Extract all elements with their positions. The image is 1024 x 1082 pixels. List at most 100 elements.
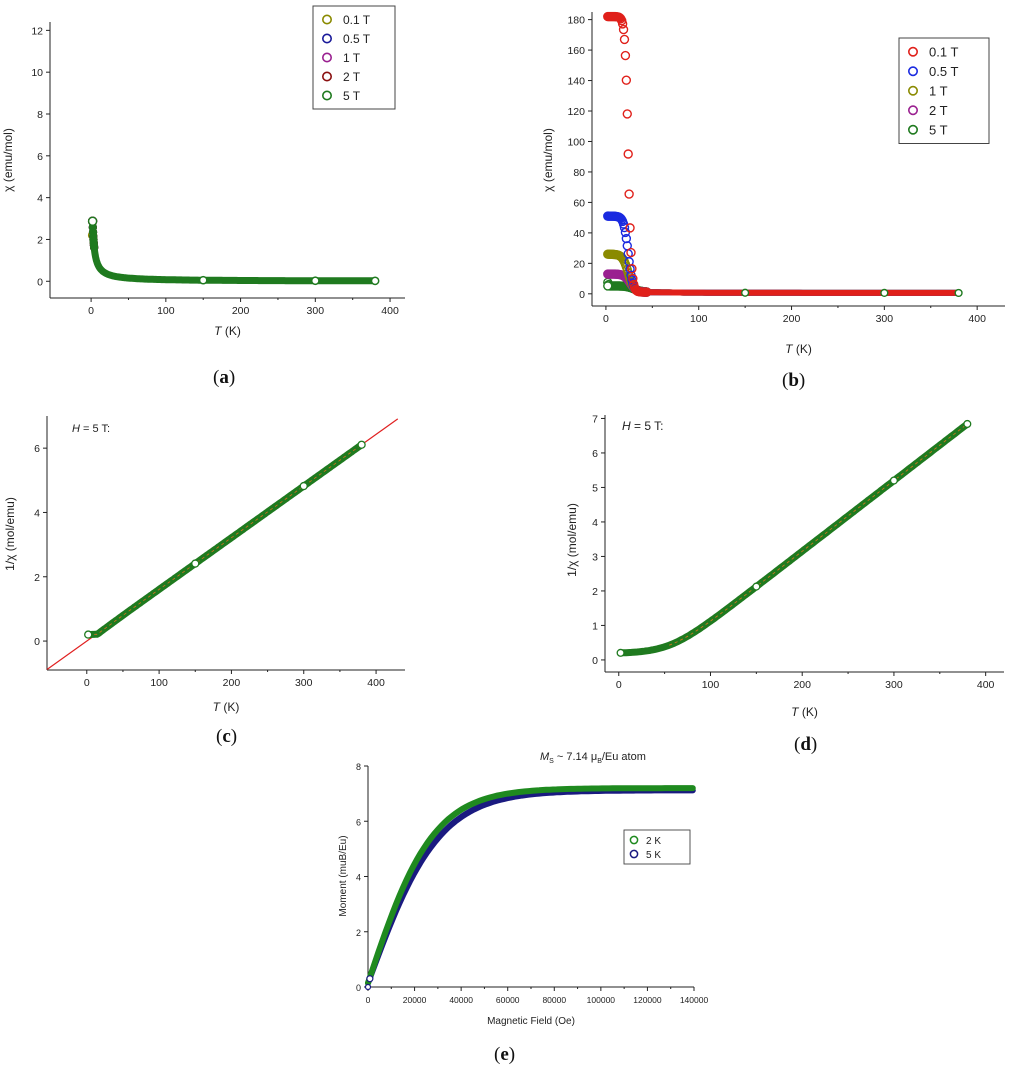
series-point [299, 481, 308, 491]
y-tick-label: 160 [567, 45, 585, 57]
legend-label: 2 K [646, 836, 661, 847]
y-tick-label: 4 [592, 517, 598, 529]
annotation-var: H [622, 419, 631, 433]
panel-b: 0 100 200 300 400 0 20 40 60 80 100 120 140 160 180 T (… [512, 0, 1024, 400]
series-point [623, 149, 633, 159]
caption-e: (e) [494, 1044, 516, 1065]
x-tick-label: 0 [84, 677, 90, 689]
y-tick-label: 4 [356, 873, 361, 883]
y-tick-label: 6 [592, 448, 598, 460]
series-point [622, 109, 632, 119]
series-point [357, 440, 366, 449]
x-axis-label-unit: (K) [220, 700, 239, 714]
x-axis-label-unit: (K) [222, 324, 241, 338]
y-tick-label: 2 [34, 572, 40, 584]
series-point [603, 281, 613, 291]
series-point [628, 273, 638, 284]
y-tick-label: 100 [567, 136, 585, 148]
y-tick-label: 20 [573, 258, 585, 270]
series-point [627, 264, 637, 274]
series-line [90, 219, 376, 283]
legend-label: 5 K [646, 850, 661, 861]
series-line [365, 785, 696, 986]
y-tick-label: 4 [37, 193, 43, 205]
y-tick-label: 8 [37, 109, 43, 121]
annotation-mid: ~ 7.14 μ [554, 751, 597, 763]
x-tick-label: 200 [223, 677, 241, 689]
x-tick-label: 140000 [680, 995, 709, 1005]
legend-marker [907, 85, 918, 96]
y-tick-label: 6 [34, 443, 40, 455]
legend-marker [321, 33, 332, 44]
legend-label: 1 T [343, 51, 361, 65]
chart-e: 0 20000 40000 60000 80000 100000 120000 140000 0… [338, 751, 709, 1027]
x-tick-label: 300 [307, 305, 325, 317]
x-tick-label: 100 [150, 677, 168, 689]
legend-marker [629, 849, 639, 859]
series-point [90, 243, 99, 252]
series-point [752, 582, 761, 591]
annotation-var: M [540, 751, 550, 763]
caption-b: (b) [782, 370, 806, 391]
y-tick-label: 8 [356, 762, 361, 772]
x-axis-label: T (K) [213, 700, 240, 714]
series-line [89, 217, 378, 285]
series-point [619, 34, 630, 45]
y-tick-label: 0 [356, 983, 361, 993]
panel-a: 0 100 200 300 400 0 2 4 6 8 10 12 T (K) χ (emu/mol) 0.… [0, 0, 512, 400]
series-point [880, 288, 889, 298]
y-tick-label: 1 [592, 620, 598, 632]
series-point [741, 288, 750, 297]
y-tick-label: 60 [573, 197, 585, 209]
chart-b: 0 100 200 300 400 0 20 40 60 80 100 120 140 160 180 T (… [541, 11, 1005, 356]
x-tick-label: 400 [968, 313, 986, 325]
series-point [89, 235, 98, 244]
x-axis-label: T (K) [785, 342, 812, 356]
x-tick-label: 0 [366, 995, 371, 1005]
legend-marker [907, 66, 918, 77]
y-axis-label: 1/χ (mol/emu) [565, 503, 579, 577]
x-tick-label: 100 [702, 679, 720, 691]
series-point [626, 247, 636, 258]
legend-box [623, 829, 691, 865]
x-tick-label: 400 [367, 677, 385, 689]
y-tick-label: 0 [34, 636, 40, 648]
series-line [90, 219, 376, 283]
series-point [84, 630, 93, 639]
legend-label: 0.1 T [929, 44, 958, 59]
fit-overlay [669, 424, 967, 646]
y-tick-label: 0 [592, 655, 598, 667]
chart-c: 0 100 200 300 400 0 2 4 6 T (K) 1/χ (mol/emu) H = 5… [3, 416, 405, 714]
fit-overlay [88, 444, 362, 635]
y-tick-label: 7 [592, 413, 598, 425]
legend-label: 2 T [343, 70, 361, 84]
x-axis-label: T (K) [791, 705, 818, 719]
series-point [616, 648, 625, 657]
x-tick-label: 200 [783, 313, 801, 325]
y-tick-label: 2 [356, 928, 361, 938]
x-axis-label: T (K) [214, 324, 241, 338]
legend-label: 5 T [929, 122, 948, 137]
x-tick-label: 300 [885, 679, 903, 691]
y-tick-label: 10 [31, 67, 43, 79]
y-tick-label: 4 [34, 507, 40, 519]
legend-marker [321, 14, 332, 25]
panel-c: 0 100 200 300 400 0 2 4 6 T (K) 1/χ (mol/emu) H = 5… [0, 400, 512, 760]
chart-a: 0 100 200 300 400 0 2 4 6 8 10 12 T (K) χ (emu/mol) 0.… [1, 5, 405, 338]
y-tick-label: 40 [573, 228, 585, 240]
legend-label: 0.5 T [343, 32, 371, 46]
x-axis-label: Magnetic Field (Oe) [487, 1016, 575, 1027]
y-tick-label: 140 [567, 76, 585, 88]
annotation: H = 5 T: [72, 423, 110, 435]
caption-d: (d) [794, 734, 818, 755]
series-point [370, 276, 380, 286]
y-tick-label: 0 [579, 289, 585, 301]
annotation-rest: = 5 T: [80, 423, 110, 435]
data-band [617, 420, 971, 657]
y-tick-label: 3 [592, 551, 598, 563]
chart-d: 0 100 200 300 400 0 1 2 3 4 5 6 7 T (K) 1/χ (mol/emu) H… [565, 413, 1004, 719]
x-tick-label: 400 [381, 305, 399, 317]
series-line [90, 233, 376, 283]
y-tick-label: 80 [573, 167, 585, 179]
series-point [963, 419, 972, 429]
